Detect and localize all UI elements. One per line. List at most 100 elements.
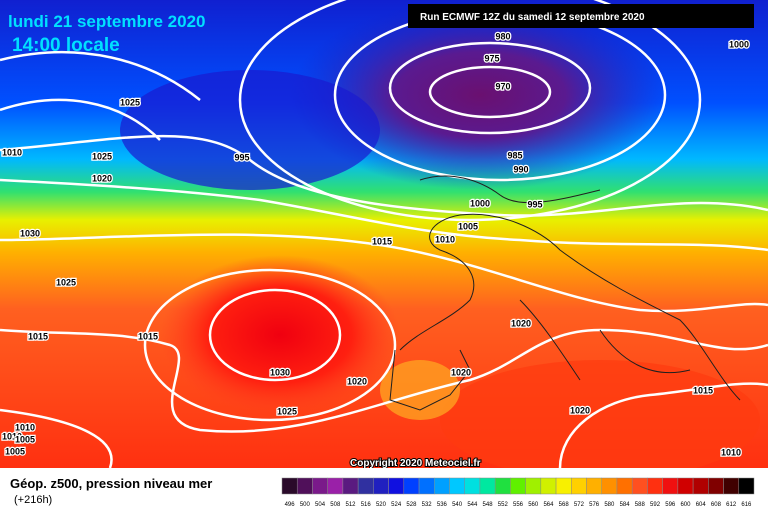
isobar-label: 1020 <box>570 405 590 415</box>
warm-area <box>440 360 760 480</box>
color-swatch <box>662 477 679 495</box>
isobar-label: 1020 <box>451 367 471 377</box>
isobar-label: 990 <box>513 164 528 174</box>
scale-label: 564 <box>543 502 554 508</box>
scale-label: 552 <box>498 502 509 508</box>
scale-label: 556 <box>513 502 524 508</box>
scale-label: 532 <box>422 502 433 508</box>
color-swatch <box>525 477 542 495</box>
color-swatch <box>418 477 435 495</box>
date: lundi 21 septembre 2020 <box>8 12 205 31</box>
color-swatch <box>510 477 526 495</box>
isobar-label: 985 <box>507 150 522 160</box>
isobar-label: 995 <box>234 152 249 162</box>
scale-label: 616 <box>741 502 752 508</box>
scale-label: 612 <box>726 502 737 508</box>
color-swatch <box>692 477 709 495</box>
color-swatch <box>555 477 572 495</box>
scale-label: 584 <box>620 502 631 508</box>
scale-label: 596 <box>665 502 676 508</box>
isobar-label: 1000 <box>729 39 749 49</box>
scale-label: 524 <box>391 502 402 508</box>
color-swatch <box>434 477 450 495</box>
color-swatch <box>738 477 755 495</box>
color-swatch <box>342 477 359 495</box>
scale-label: 572 <box>574 502 585 508</box>
isobar-label: 1025 <box>277 406 297 416</box>
color-swatch <box>479 477 496 495</box>
scale-label: 592 <box>650 502 661 508</box>
high <box>160 255 400 415</box>
isobar-label: 1025 <box>120 97 140 107</box>
scale-label: 512 <box>346 502 357 508</box>
color-swatch <box>601 477 618 495</box>
isobar-label: 1030 <box>270 367 290 377</box>
isobar-label: 1005 <box>5 446 25 456</box>
isobar-label: 970 <box>495 81 510 91</box>
scale-label: 540 <box>452 502 463 508</box>
isobar-label: 995 <box>527 199 542 209</box>
coastlines <box>389 175 741 411</box>
isobar-label: 1010 <box>721 447 741 457</box>
lead-time: (+216h) <box>14 494 52 506</box>
scale-label: 588 <box>635 502 646 508</box>
scale-label: 504 <box>315 502 326 508</box>
isobar-label: 1030 <box>20 228 40 238</box>
isobar-label: 1015 <box>372 236 392 246</box>
scale-label: 496 <box>285 502 296 508</box>
scale-label: 568 <box>559 502 570 508</box>
copyright: Copyright 2020 Meteociel.fr <box>350 458 481 469</box>
isobar-label: 975 <box>484 53 499 63</box>
scale-label: 604 <box>696 502 707 508</box>
isobars <box>0 0 768 468</box>
isobar-label: 980 <box>495 31 510 41</box>
color-swatch <box>281 477 298 495</box>
color-swatch <box>540 477 557 495</box>
isobar-label: 1025 <box>92 151 112 161</box>
isobar-label: 1015 <box>693 385 713 395</box>
scale-label: 560 <box>528 502 539 508</box>
isobar-label: 1015 <box>28 331 48 341</box>
time: 14:00 locale <box>12 35 120 56</box>
isobar-label: 1005 <box>458 221 478 231</box>
scale-label: 580 <box>604 502 615 508</box>
scale-label: 528 <box>406 502 417 508</box>
color-swatch <box>327 477 344 495</box>
isobar-label: 1025 <box>56 277 76 287</box>
isobar-label: 1010 <box>2 147 22 157</box>
isobar-label: 1010 <box>15 422 35 432</box>
scale-label: 600 <box>680 502 691 508</box>
isobar-label: 1015 <box>138 331 158 341</box>
map <box>0 0 768 480</box>
scale-label: 576 <box>589 502 600 508</box>
color-swatch <box>373 477 389 495</box>
color-swatch <box>708 477 724 495</box>
scale-label: 536 <box>437 502 448 508</box>
color-swatch <box>449 477 465 495</box>
scale-label: 516 <box>361 502 372 508</box>
isobar-label: 1020 <box>511 318 531 328</box>
scale-label: 500 <box>300 502 311 508</box>
color-swatch <box>723 477 740 495</box>
run: Run ECMWF 12Z du samedi 12 septembre 202… <box>420 12 645 23</box>
color-swatch <box>616 477 633 495</box>
scale-label: 508 <box>330 502 341 508</box>
color-swatch <box>403 477 420 495</box>
scale-label: 520 <box>376 502 387 508</box>
color-swatch <box>571 477 587 495</box>
color-swatch <box>388 477 405 495</box>
color-swatch <box>312 477 328 495</box>
warm-area <box>380 360 460 420</box>
run-box <box>408 4 754 28</box>
isobar-label: 1005 <box>15 434 35 444</box>
scale-label: 544 <box>467 502 478 508</box>
color-swatch <box>586 477 602 495</box>
footer-title: Géop. z500, pression niveau mer <box>10 476 212 491</box>
color-swatch <box>296 477 313 495</box>
isobar-label: 1010 <box>2 431 22 441</box>
low <box>290 0 670 190</box>
color-swatch <box>357 477 374 495</box>
isobar-label: 1010 <box>435 234 455 244</box>
color-swatch <box>494 477 511 495</box>
